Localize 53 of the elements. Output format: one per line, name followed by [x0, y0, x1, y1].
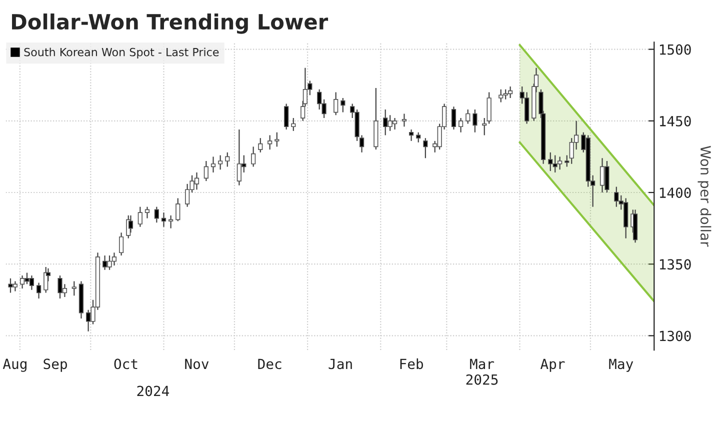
candlestick [451, 106, 456, 130]
legend-label: South Korean Won Spot - Last Price [24, 48, 219, 58]
y-tick-label: 1300 [660, 330, 691, 342]
x-tick-label: Oct [114, 358, 138, 370]
candlestick [154, 206, 159, 224]
candlestick [44, 266, 48, 294]
candlestick [268, 134, 272, 150]
candlestick [416, 132, 421, 143]
y-axis-title: Won per dollar [698, 146, 712, 247]
candlestick [251, 146, 256, 168]
x-tick-label: Mar 2025 [466, 358, 498, 385]
y-tick-label: 1400 [660, 188, 691, 198]
text: 2024 [137, 386, 170, 396]
x-tick-label: Apr [540, 358, 565, 372]
candlestick [144, 206, 150, 219]
candlestick [392, 117, 398, 130]
candlestick [340, 97, 346, 113]
candlestick [225, 152, 230, 168]
candlestick [291, 117, 296, 132]
candlestick [564, 154, 570, 168]
candlestick [161, 212, 166, 228]
x-tick-label: Dec [258, 358, 282, 370]
candlestick [408, 128, 414, 142]
candlestick [423, 138, 428, 159]
candlestick [482, 117, 487, 136]
candlestick [258, 138, 263, 153]
candlestick [284, 103, 289, 130]
candlestick [274, 132, 280, 148]
candlestick [210, 156, 216, 174]
y-tick-label: 1500 [660, 44, 691, 55]
chart-title: Dollar-Won Trending Lower [12, 13, 328, 34]
candlestick [72, 280, 76, 296]
candlestick [138, 206, 142, 228]
candlestick [218, 154, 223, 170]
candlestick [176, 198, 180, 222]
x-tick-label: Sep [44, 358, 67, 372]
candlestick [118, 232, 124, 256]
x-tick-label: Feb [400, 358, 424, 370]
candlestick [36, 282, 42, 300]
y-tick-label: 1450 [660, 116, 691, 126]
candlestick [466, 108, 470, 124]
candlestick [334, 92, 338, 116]
candlestick [486, 92, 492, 124]
x-tick-label: Aug [2, 358, 26, 372]
candlestick [472, 108, 478, 133]
y-tick-label: 1350 [660, 259, 691, 270]
candlestick [168, 214, 174, 229]
x-tick-label: Jan [328, 358, 352, 370]
x-tick-label: May [609, 358, 634, 372]
candlestick [204, 160, 208, 182]
x-tick-label: Nov [185, 358, 209, 370]
candlestick [402, 113, 407, 128]
candlestick [458, 117, 464, 133]
